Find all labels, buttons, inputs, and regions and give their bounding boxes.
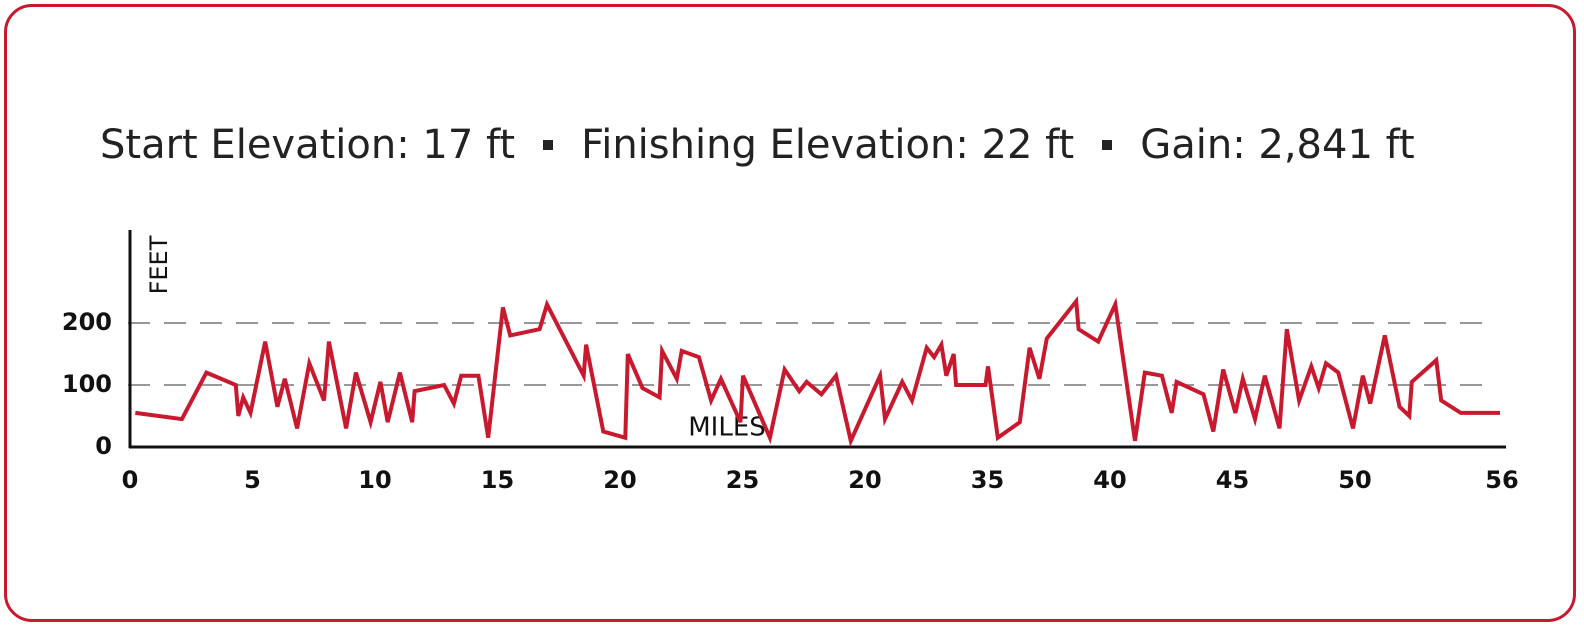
x-tick-label: 20 xyxy=(848,466,881,494)
y-tick-label: 100 xyxy=(62,370,112,398)
y-tick-label: 0 xyxy=(95,432,112,460)
y-tick-label: 200 xyxy=(62,308,112,336)
x-tick-label: 10 xyxy=(358,466,391,494)
gain: Gain: 2,841 ft xyxy=(1140,122,1415,168)
x-tick-label: 5 xyxy=(244,466,261,494)
start-elevation: Start Elevation: 17 ft xyxy=(100,122,516,168)
x-axis-label: MILES xyxy=(688,413,766,443)
stats-row: Start Elevation: 17 ft Finishing Elevati… xyxy=(100,122,1415,168)
y-axis-label: FEET xyxy=(145,235,173,294)
finish-elevation: Finishing Elevation: 22 ft xyxy=(581,122,1075,168)
separator xyxy=(543,140,554,150)
x-tick-label: 45 xyxy=(1216,466,1249,494)
x-tick-label: 25 xyxy=(726,466,759,494)
x-tick-label: 40 xyxy=(1093,466,1126,494)
x-tick-label: 20 xyxy=(603,466,636,494)
x-tick-label: 50 xyxy=(1338,466,1371,494)
x-tick-label: 56 xyxy=(1485,466,1518,494)
card-border xyxy=(4,4,1576,622)
separator xyxy=(1102,140,1113,150)
elevation-line xyxy=(135,296,1500,448)
x-tick-label: 0 xyxy=(122,466,139,494)
x-tick-label: 35 xyxy=(971,466,1004,494)
x-tick-label: 15 xyxy=(481,466,514,494)
